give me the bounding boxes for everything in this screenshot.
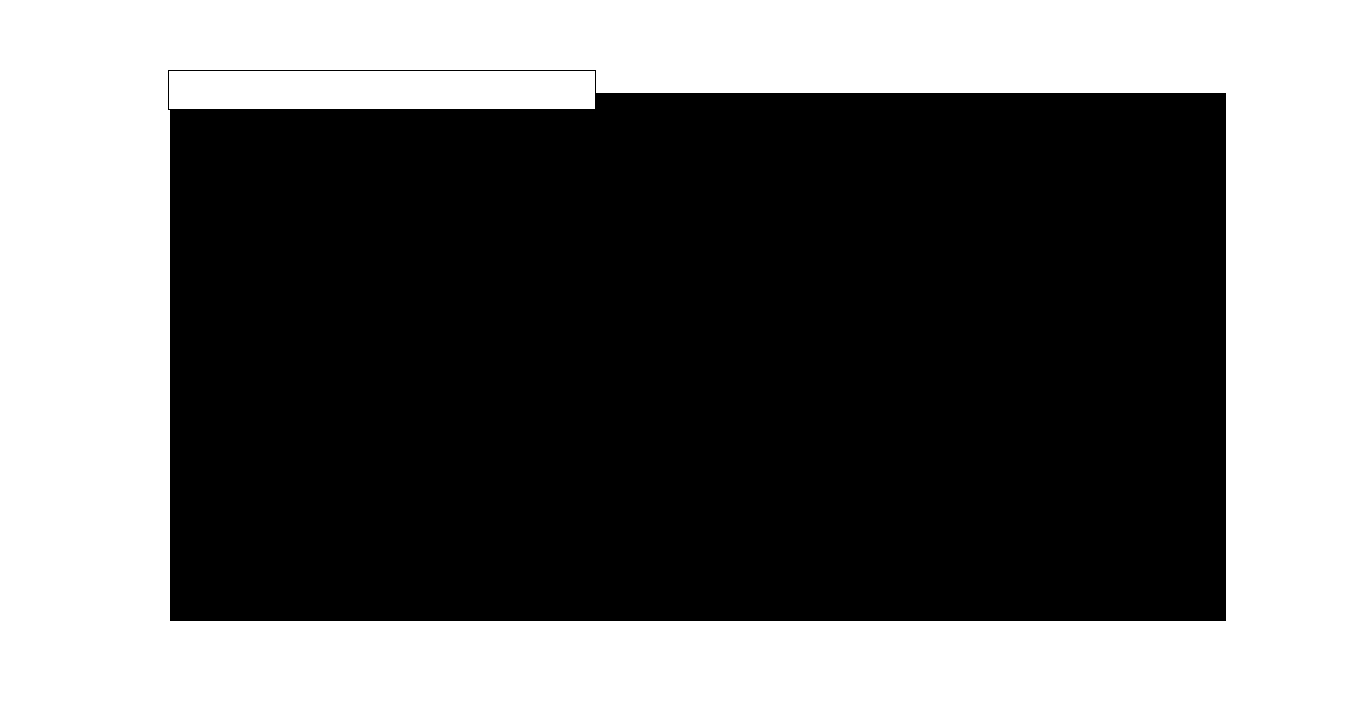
wordcloud-panel	[170, 93, 1226, 621]
wordcloud-canvas	[170, 93, 1226, 621]
chart-title	[168, 70, 596, 110]
